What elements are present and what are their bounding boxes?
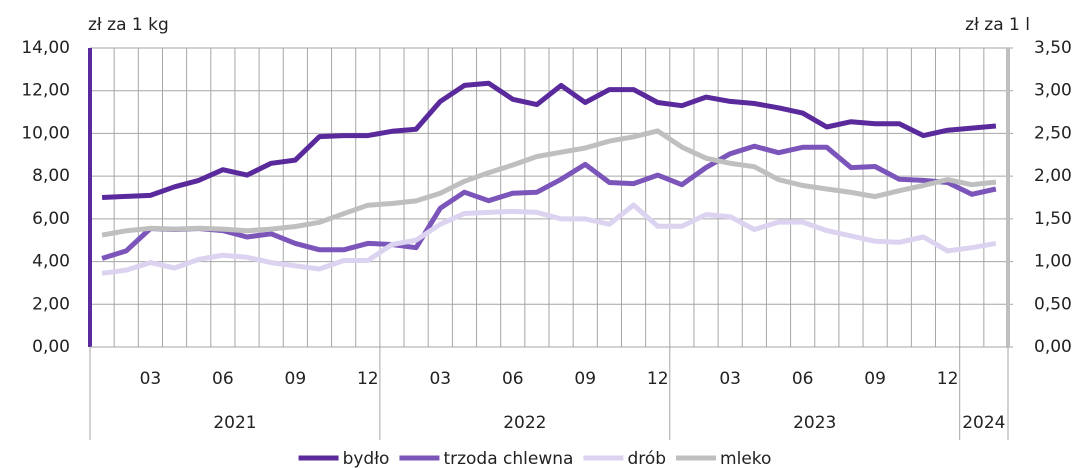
y-tick-label: 10,00: [21, 123, 70, 143]
x-tick-label: 09: [574, 369, 596, 389]
legend-label: drób: [627, 449, 666, 468]
x-group-label: 2021: [213, 413, 256, 433]
legend-label: trzoda chlewna: [443, 449, 573, 468]
y2-tick-label: 1,00: [1034, 252, 1072, 272]
y2-tick-label: 2,00: [1034, 166, 1072, 186]
y2-tick-label: 2,50: [1034, 123, 1072, 143]
x-group-label: 2022: [503, 413, 546, 433]
y-tick-label: 14,00: [21, 38, 70, 58]
x-tick-label: 09: [864, 369, 886, 389]
series-line: [101, 143, 997, 261]
y2-tick-label: 1,50: [1034, 209, 1072, 229]
x-tick-label: 03: [719, 369, 741, 389]
x-tick-label: 09: [285, 369, 307, 389]
y2-axis-label: zł za 1 l: [965, 15, 1030, 35]
y2-tick-label: 3,50: [1034, 38, 1072, 58]
series-line: [101, 80, 997, 200]
legend-label: bydło: [343, 449, 390, 468]
y2-tick-label: 3,00: [1034, 81, 1072, 101]
x-group-label: 2024: [962, 413, 1005, 433]
x-tick-label: 12: [937, 369, 959, 389]
y-tick-label: 8,00: [32, 166, 70, 186]
y-tick-label: 4,00: [32, 252, 70, 272]
y-tick-label: 6,00: [32, 209, 70, 229]
y-tick-label: 2,00: [32, 294, 70, 314]
series-line: [101, 128, 997, 238]
legend: bydło trzoda chlewna drób mleko: [298, 449, 771, 468]
y-axis-label: zł za 1 kg: [88, 15, 169, 35]
x-tick-label: 06: [212, 369, 234, 389]
y2-tick-label: 0,50: [1034, 294, 1072, 314]
y-tick-label: 0,00: [32, 337, 70, 357]
x-group-label: 2023: [793, 413, 836, 433]
x-tick-label: 06: [792, 369, 814, 389]
y-tick-label: 12,00: [21, 81, 70, 101]
x-tick-label: 06: [502, 369, 524, 389]
legend-label: mleko: [720, 449, 771, 468]
y2-tick-label: 0,00: [1034, 337, 1072, 357]
x-tick-label: 12: [647, 369, 669, 389]
x-tick-label: 03: [429, 369, 451, 389]
series-line: [101, 202, 997, 276]
x-tick-label: 03: [140, 369, 162, 389]
x-tick-label: 12: [357, 369, 379, 389]
